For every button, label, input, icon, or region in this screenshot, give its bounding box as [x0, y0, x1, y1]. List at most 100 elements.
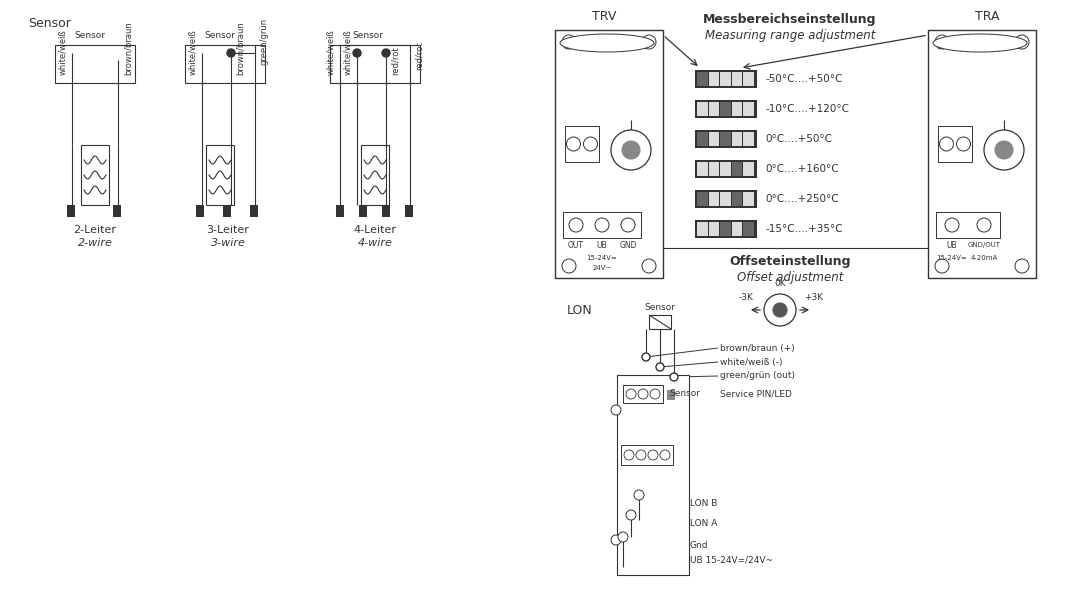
Bar	[359, 205, 367, 217]
Circle shape	[935, 259, 949, 273]
Text: white/weiß: white/weiß	[326, 29, 335, 75]
Bar	[708, 132, 719, 146]
Bar	[697, 162, 707, 176]
Text: -50°C....+50°C: -50°C....+50°C	[765, 74, 842, 84]
Text: 2-Leiter: 2-Leiter	[74, 225, 116, 235]
Bar	[743, 162, 754, 176]
Bar	[653, 390, 663, 400]
Bar	[743, 192, 754, 206]
Bar	[250, 205, 258, 217]
Text: red/rot: red/rot	[391, 47, 399, 75]
Text: 15-24V=: 15-24V=	[937, 255, 967, 261]
Text: Messbereichseinstellung: Messbereichseinstellung	[703, 13, 877, 27]
Bar	[113, 205, 121, 217]
Bar	[697, 102, 707, 116]
Bar	[565, 126, 599, 162]
Bar	[697, 222, 707, 236]
Bar	[84, 46, 106, 60]
Text: GND/OUT: GND/OUT	[967, 242, 1001, 248]
Bar	[593, 38, 606, 48]
Ellipse shape	[560, 34, 654, 52]
Bar	[55, 45, 135, 83]
Circle shape	[583, 137, 597, 151]
Text: 4-wire: 4-wire	[358, 238, 393, 248]
Circle shape	[1015, 259, 1029, 273]
Bar	[579, 38, 592, 48]
Text: Sensor: Sensor	[669, 390, 700, 399]
Text: Offset adjustment: Offset adjustment	[737, 271, 843, 284]
Bar	[743, 72, 754, 86]
Text: brown/braun (+): brown/braun (+)	[720, 344, 794, 353]
Ellipse shape	[934, 34, 1027, 52]
Bar	[695, 160, 757, 178]
Text: green/grün (out): green/grün (out)	[720, 371, 795, 381]
Bar	[708, 102, 719, 116]
Bar	[732, 102, 742, 116]
Circle shape	[648, 450, 658, 460]
Bar	[562, 212, 641, 238]
Circle shape	[935, 35, 949, 49]
Bar	[635, 38, 648, 48]
Text: 15-24V=: 15-24V=	[586, 255, 617, 261]
Bar	[330, 45, 420, 83]
Bar	[743, 132, 754, 146]
Bar	[335, 205, 344, 217]
Bar	[994, 38, 1007, 48]
Text: -3K: -3K	[739, 293, 753, 302]
Bar	[743, 222, 754, 236]
Bar	[621, 38, 634, 48]
Text: red/rot: red/rot	[415, 41, 423, 70]
Text: TRA: TRA	[975, 10, 999, 22]
Bar	[695, 190, 757, 208]
Circle shape	[562, 259, 576, 273]
Bar	[938, 126, 972, 162]
Circle shape	[621, 218, 635, 232]
Bar	[650, 315, 671, 329]
Bar	[720, 72, 731, 86]
Circle shape	[945, 218, 959, 232]
Bar	[980, 38, 993, 48]
Text: +3K: +3K	[804, 293, 824, 302]
Circle shape	[626, 510, 636, 520]
Text: Sensor: Sensor	[205, 30, 235, 39]
Text: green/grün: green/grün	[260, 18, 269, 65]
Circle shape	[940, 137, 953, 151]
Circle shape	[956, 137, 970, 151]
Circle shape	[611, 405, 621, 415]
Text: UB: UB	[596, 241, 607, 250]
Bar	[565, 38, 578, 48]
Circle shape	[984, 130, 1024, 170]
Text: 0°C....+250°C: 0°C....+250°C	[765, 194, 839, 204]
Bar	[720, 102, 731, 116]
Bar	[361, 145, 390, 205]
Circle shape	[764, 294, 796, 326]
Text: Sensor: Sensor	[74, 30, 106, 39]
Circle shape	[611, 130, 651, 170]
Text: white/weiß: white/weiß	[59, 29, 67, 75]
Bar	[952, 38, 965, 48]
Circle shape	[227, 49, 235, 57]
Bar	[708, 192, 719, 206]
Bar	[623, 385, 663, 403]
Text: Measuring range adjustment: Measuring range adjustment	[705, 30, 875, 42]
Circle shape	[660, 450, 670, 460]
Bar	[966, 38, 979, 48]
Text: Sensor: Sensor	[644, 304, 676, 313]
Text: brown/braun: brown/braun	[235, 21, 245, 75]
Circle shape	[625, 450, 634, 460]
Bar	[206, 145, 234, 205]
Circle shape	[670, 373, 678, 381]
Circle shape	[772, 303, 787, 317]
Bar	[617, 375, 689, 575]
Circle shape	[642, 259, 656, 273]
Text: LON A: LON A	[690, 519, 717, 527]
Circle shape	[622, 141, 640, 159]
Bar	[405, 205, 412, 217]
Circle shape	[977, 218, 991, 232]
Bar	[695, 70, 757, 88]
Bar	[743, 102, 754, 116]
Bar	[720, 222, 731, 236]
Circle shape	[611, 535, 621, 545]
Bar	[621, 445, 673, 465]
Bar	[67, 205, 75, 217]
